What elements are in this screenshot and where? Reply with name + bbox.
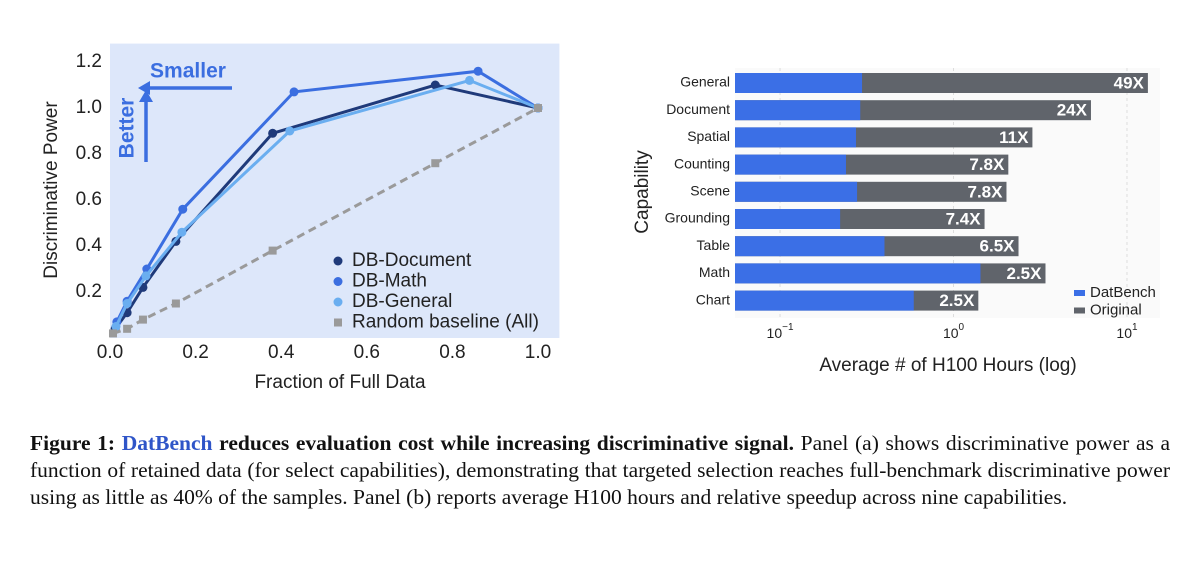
bar: [735, 100, 861, 121]
caption-highlight: DatBench: [121, 431, 213, 455]
bar: [735, 290, 914, 311]
x-tick-label: 0.0: [97, 342, 123, 363]
tick-exponent: 0: [959, 322, 965, 333]
marker: [123, 324, 132, 333]
bar-label: 2.5X: [1007, 264, 1043, 283]
x-tick-label: 0.8: [439, 342, 465, 363]
tick-base: 10: [767, 325, 783, 341]
caption: Figure 1: DatBench reduces evaluation co…: [30, 430, 1170, 511]
bar: [735, 73, 863, 93]
bar-label: 7.8X: [969, 155, 1005, 174]
y-tick-label: Counting: [674, 155, 730, 171]
bar: [735, 263, 981, 284]
bar-label: 7.4X: [946, 209, 982, 228]
y-tick-label: 1.0: [76, 97, 102, 118]
bar-label: 49X: [1114, 73, 1145, 92]
marker: [268, 246, 277, 255]
x-tick-label: 101: [1116, 322, 1138, 341]
bar: [735, 236, 885, 257]
legend-label: DB-General: [352, 291, 452, 312]
y-tick-label: General: [680, 74, 730, 90]
x-tick-label: 0.2: [182, 342, 208, 363]
x-tick-label: 100: [943, 322, 965, 341]
y-tick-label: Scene: [690, 183, 730, 199]
y-tick-label: Grounding: [665, 210, 730, 226]
legend-label: Original: [1090, 301, 1142, 318]
tick-base: 10: [943, 325, 959, 341]
legend-marker: [334, 318, 342, 327]
x-tick-label: 10−1: [767, 322, 794, 341]
bar: [735, 127, 856, 148]
y-tick-label: 0.2: [76, 281, 102, 302]
y-tick-label: 0.6: [76, 189, 102, 210]
annotation: Smaller: [150, 60, 226, 83]
bar: [735, 154, 846, 175]
y-tick-label: Spatial: [687, 128, 730, 144]
marker: [177, 227, 187, 237]
y-tick-label: 0.4: [76, 235, 103, 256]
x-tick-label: 0.6: [354, 342, 380, 363]
y-tick-label: Document: [666, 101, 730, 117]
y-axis-label: Capability: [632, 150, 653, 234]
marker: [138, 315, 147, 324]
marker: [473, 66, 483, 76]
x-tick-label: 1.0: [525, 342, 551, 363]
tick-base: 10: [1116, 325, 1132, 341]
legend-marker: [333, 277, 343, 286]
marker: [171, 299, 180, 308]
marker: [111, 322, 121, 331]
tick-exponent: −1: [782, 322, 794, 333]
marker: [289, 87, 299, 97]
marker: [430, 80, 440, 90]
arrow-up: [139, 90, 153, 162]
bar-label: 11X: [999, 128, 1029, 147]
marker: [268, 128, 278, 138]
x-tick-label: 0.4: [268, 342, 295, 363]
y-tick-label: Chart: [696, 291, 730, 307]
marker: [431, 159, 440, 168]
caption-label: Figure 1:: [30, 431, 116, 455]
bar-label: 2.5X: [939, 291, 975, 310]
caption-body: Panel (a) shows discriminative power as …: [30, 431, 1171, 509]
annotation: Better: [116, 98, 139, 159]
plot-background: [110, 43, 560, 338]
bar: [735, 209, 841, 229]
y-tick-label: Math: [699, 264, 730, 280]
marker: [178, 204, 188, 214]
x-axis-label: Fraction of Full Data: [254, 372, 425, 393]
legend-marker: [333, 297, 343, 307]
bar-label: 7.8X: [967, 182, 1003, 201]
y-tick-label: Table: [697, 237, 731, 253]
legend-marker: [333, 256, 343, 266]
marker: [285, 126, 295, 136]
y-tick-label: 1.2: [76, 51, 102, 72]
charts: Smaller Better 0.2 0.4 0.6 0.8 1.0 1.2 0.0 0.2 0…: [41, 43, 1156, 394]
marker: [534, 104, 542, 112]
marker: [122, 299, 132, 308]
bar: [735, 181, 858, 202]
marker: [141, 271, 151, 281]
y-axis-label: Discriminative Power: [41, 101, 62, 279]
legend-label: DB-Document: [352, 250, 472, 271]
tick-exponent: 1: [1132, 322, 1138, 333]
bar-label: 6.5X: [980, 237, 1016, 256]
marker: [108, 329, 117, 338]
legend-label: DB-Math: [352, 271, 427, 292]
y-tick-label: 0.8: [76, 143, 102, 164]
arrow-left: [138, 81, 232, 95]
bar-label: 24X: [1057, 101, 1088, 120]
marker: [465, 75, 475, 85]
x-axis-label: Average # of H100 Hours (log): [819, 355, 1076, 376]
legend-label: DatBench: [1090, 284, 1156, 301]
caption-headline: reduces evaluation cost while increasing…: [219, 431, 794, 455]
legend-marker: [1074, 290, 1085, 296]
legend-marker: [1074, 307, 1085, 314]
legend-label: Random baseline (All): [352, 312, 539, 333]
